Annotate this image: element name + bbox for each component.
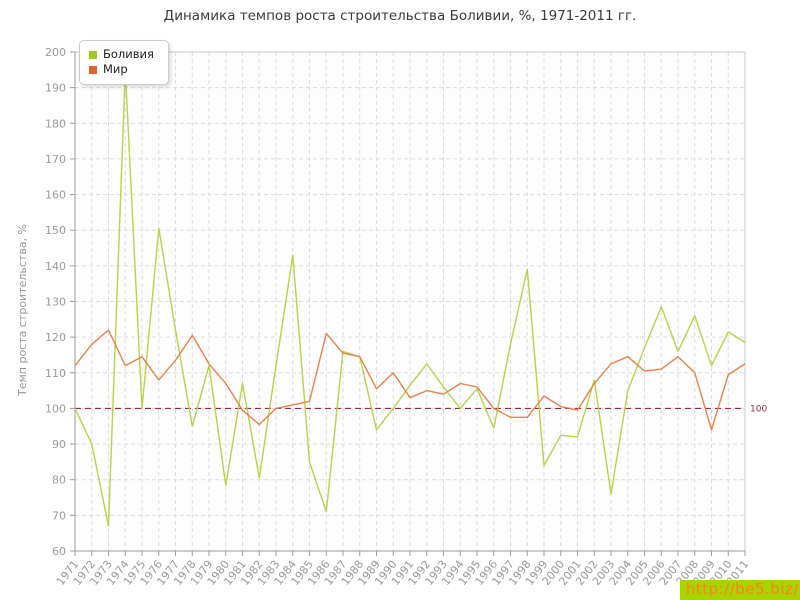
y-tick-label: 80 — [52, 474, 66, 487]
y-axis-ticks-labels: 60 70 80 90 100 110 120 130 140 150 160 170 180 190 20… — [45, 46, 75, 558]
y-tick-label: 160 — [45, 189, 66, 202]
y-tick-label: 60 — [52, 545, 66, 558]
y-tick-label: 190 — [45, 82, 66, 95]
legend-marker-bolivia — [89, 50, 97, 59]
chart-title: Динамика темпов роста строительства Боли… — [163, 8, 637, 24]
y-tick-label: 90 — [52, 438, 66, 451]
y-tick-label: 130 — [45, 296, 66, 309]
y-tick-label: 180 — [45, 117, 66, 130]
legend-label-world: Мир — [103, 62, 128, 76]
series-line-world — [74, 329, 746, 431]
y-axis-title: Темп роста строительства, % — [16, 223, 29, 396]
legend-marker-world — [89, 65, 97, 74]
y-tick-label: 110 — [45, 367, 66, 380]
legend-item-bolivia[interactable]: Боливия — [89, 48, 154, 61]
reference-line-label: 100 — [750, 404, 767, 414]
legend-label-bolivia: Боливия — [103, 47, 154, 61]
y-tick-label: 120 — [45, 331, 66, 344]
x-axis-ticks-labels: 1971197219731974197519761977197819791980… — [54, 551, 751, 588]
y-tick-label: 140 — [45, 260, 66, 273]
y-tick-label: 170 — [45, 153, 66, 166]
legend: Боливия Мир — [79, 40, 169, 85]
vertical-gridlines — [91, 52, 729, 551]
series-line-bolivia — [74, 69, 746, 527]
y-tick-label: 70 — [52, 509, 66, 522]
y-tick-label: 150 — [45, 224, 66, 237]
legend-item-world[interactable]: Мир — [89, 63, 154, 76]
watermark-link[interactable]: http://be5.biz/ — [679, 580, 800, 600]
y-tick-label: 100 — [45, 402, 66, 415]
y-tick-label: 200 — [45, 46, 66, 59]
